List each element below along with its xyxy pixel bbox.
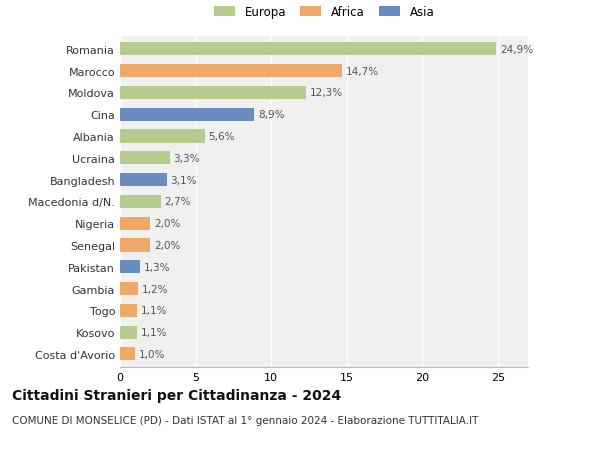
Text: 5,6%: 5,6% [208, 132, 235, 142]
Bar [120, 347, 135, 361]
Text: 24,9%: 24,9% [500, 45, 533, 55]
Bar [120, 43, 496, 56]
Text: 8,9%: 8,9% [258, 110, 285, 120]
Text: 12,3%: 12,3% [310, 88, 343, 98]
Bar [120, 174, 167, 187]
Bar [120, 304, 137, 317]
Text: 1,3%: 1,3% [143, 262, 170, 272]
Bar [120, 196, 161, 208]
Bar [120, 130, 205, 143]
Text: 3,1%: 3,1% [170, 175, 197, 185]
Legend: Europa, Africa, Asia: Europa, Africa, Asia [214, 6, 434, 19]
Text: 2,0%: 2,0% [154, 218, 181, 229]
Text: 1,2%: 1,2% [142, 284, 169, 294]
Text: 1,1%: 1,1% [140, 327, 167, 337]
Text: Cittadini Stranieri per Cittadinanza - 2024: Cittadini Stranieri per Cittadinanza - 2… [12, 388, 341, 402]
Bar [120, 152, 170, 165]
Text: COMUNE DI MONSELICE (PD) - Dati ISTAT al 1° gennaio 2024 - Elaborazione TUTTITAL: COMUNE DI MONSELICE (PD) - Dati ISTAT al… [12, 415, 478, 425]
Text: 1,1%: 1,1% [140, 306, 167, 316]
Text: 1,0%: 1,0% [139, 349, 165, 359]
Bar [120, 326, 137, 339]
Text: 14,7%: 14,7% [346, 67, 379, 77]
Text: 2,7%: 2,7% [164, 197, 191, 207]
Bar [120, 87, 306, 100]
Bar [120, 108, 254, 122]
Bar [120, 217, 150, 230]
Bar [120, 239, 150, 252]
Bar [120, 261, 140, 274]
Bar [120, 282, 138, 296]
Text: 3,3%: 3,3% [173, 153, 200, 163]
Bar [120, 65, 342, 78]
Text: 2,0%: 2,0% [154, 241, 181, 251]
